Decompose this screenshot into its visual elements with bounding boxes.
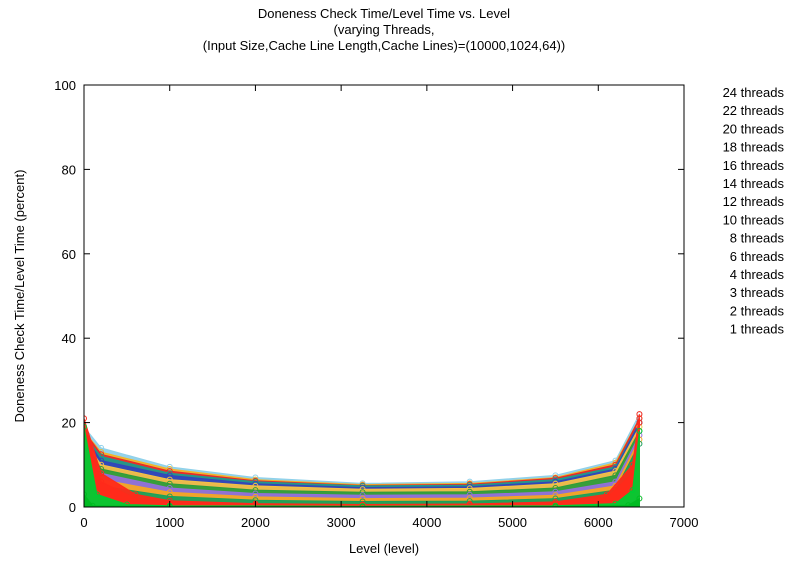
series-point <box>625 502 632 507</box>
x-tick-label: 0 <box>80 515 87 530</box>
series-point <box>466 491 473 498</box>
series-point <box>252 482 259 489</box>
series-point <box>252 493 259 500</box>
legend-entry: 4 threads <box>730 267 785 282</box>
x-axis-label: Level (level) <box>349 541 419 556</box>
x-tick-labels: 0 1000 2000 3000 4000 5000 6000 7000 <box>80 515 698 530</box>
y-tick-label: 0 <box>69 500 76 515</box>
legend-entry: 1 threads <box>730 322 785 337</box>
series-point <box>612 472 619 479</box>
legend-entry: 24 threads <box>723 85 785 100</box>
chart-title-line-1: Doneness Check Time/Level Time vs. Level <box>258 6 510 21</box>
y-tick-label: 100 <box>54 78 76 93</box>
x-tick-label: 1000 <box>155 515 184 530</box>
x-tick-label: 3000 <box>327 515 356 530</box>
series-point <box>132 495 139 502</box>
x-tick-label: 2000 <box>241 515 270 530</box>
series-point <box>166 489 173 496</box>
series-point <box>89 502 96 507</box>
series-point <box>166 493 173 500</box>
x-tick-label: 4000 <box>412 515 441 530</box>
series-point <box>552 492 559 499</box>
legend-entry: 20 threads <box>723 121 785 136</box>
legend-entry: 18 threads <box>723 140 785 155</box>
series-point <box>84 491 87 498</box>
series-point <box>636 411 643 418</box>
legend-entry: 10 threads <box>723 212 785 227</box>
legend-entry: 6 threads <box>730 249 785 264</box>
y-tick-label: 80 <box>62 162 76 177</box>
x-tick-label: 7000 <box>670 515 699 530</box>
chart-title: Doneness Check Time/Level Time vs. Level… <box>203 6 565 53</box>
x-tick-label: 5000 <box>498 515 527 530</box>
series-point <box>166 485 173 492</box>
y-tick-labels: 0 20 40 60 80 100 <box>54 78 76 515</box>
x-tick-label: 6000 <box>584 515 613 530</box>
data-series <box>84 411 643 507</box>
series-point <box>98 478 105 485</box>
legend-entry: 12 threads <box>723 194 785 209</box>
series-2-threads <box>84 426 640 507</box>
legend-entry: 8 threads <box>730 231 785 246</box>
legend-entry: 14 threads <box>723 176 785 191</box>
y-tick-label: 60 <box>62 247 76 262</box>
series-point <box>84 423 87 430</box>
series-point <box>466 485 473 492</box>
series-point <box>166 476 173 483</box>
y-axis-label: Doneness Check Time/Level Time (percent) <box>12 170 27 423</box>
y-tick-label: 40 <box>62 331 76 346</box>
legend-entry: 16 threads <box>723 158 785 173</box>
series-point <box>636 428 643 435</box>
series-point <box>636 419 643 426</box>
series-point <box>252 487 259 494</box>
series-3-threads <box>84 422 640 507</box>
series-point <box>93 491 100 498</box>
legend-entry: 22 threads <box>723 103 785 118</box>
series-4-threads <box>84 414 640 507</box>
series-point <box>166 472 173 479</box>
axis-ticks <box>83 84 685 508</box>
series-point <box>603 491 610 498</box>
series-point <box>636 495 643 502</box>
legend-entry: 2 threads <box>730 303 785 318</box>
series-point <box>466 501 473 507</box>
chart-title-line-2: (varying Threads, <box>334 22 435 37</box>
series-point <box>629 487 636 494</box>
series-point <box>359 492 366 499</box>
plot-frame <box>83 84 685 508</box>
series-point <box>166 480 173 487</box>
chart-title-line-3: (Input Size,Cache Line Length,Cache Line… <box>203 38 565 53</box>
series-point <box>98 444 105 451</box>
series-point <box>84 415 87 422</box>
legend: 24 threads 22 threads 20 threads 18 threads… <box>723 85 785 337</box>
series-point <box>603 494 610 501</box>
legend-entry: 3 threads <box>730 285 785 300</box>
y-tick-label: 20 <box>62 416 76 431</box>
series-point <box>132 491 139 498</box>
series-point <box>252 490 259 497</box>
series-point <box>552 480 559 487</box>
series-point <box>552 485 559 492</box>
series-point <box>552 488 559 495</box>
